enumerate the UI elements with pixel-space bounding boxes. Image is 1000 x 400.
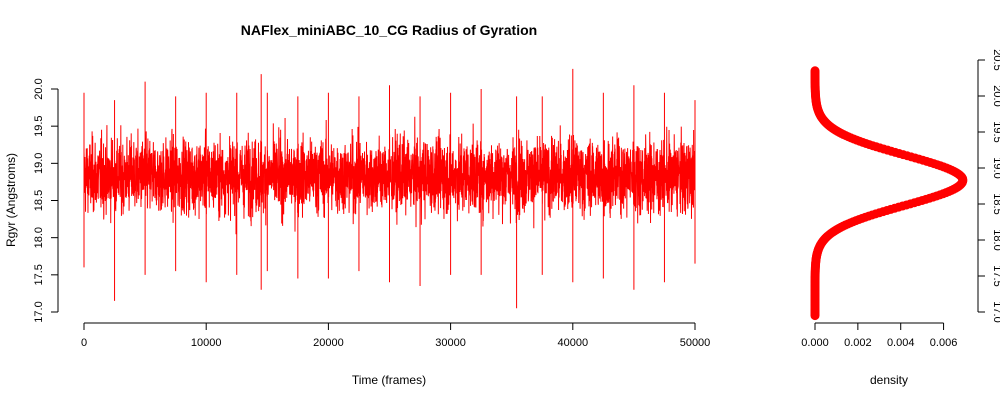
rgyr-y-tick-label: 19.5 <box>33 115 45 136</box>
density-x-tick-label: 0.000 <box>801 337 829 349</box>
rgyr-y-axis-label: Rgyr (Angstroms) <box>4 153 18 247</box>
time-x-axis-label: Time (frames) <box>352 373 426 387</box>
density-y-tick-label: 19.5 <box>991 121 1000 142</box>
time-x-tick-label: 20000 <box>313 337 344 349</box>
density-point <box>810 66 820 76</box>
rgyr-y-tick-label: 18.0 <box>33 227 45 248</box>
rgyr-time-series-plot: 0 10000 20000 30000 40000 50000 17.017.518.01… <box>4 68 710 387</box>
rgyr-y-tick-label: 17.5 <box>33 264 45 285</box>
time-x-tick-label: 50000 <box>680 337 711 349</box>
rgyr-y-tick-label: 17.0 <box>33 301 45 322</box>
density-y-tick-label: 17.0 <box>991 301 1000 322</box>
density-plot: 0.000 0.002 0.004 0.006 17.0 17.5 18.0 18.5 19.… <box>801 49 1000 387</box>
density-y-tick-label: 20.0 <box>991 85 1000 106</box>
chart-title: NAFlex_miniABC_10_CG Radius of Gyration <box>241 22 537 38</box>
density-x-tick-label: 0.002 <box>844 337 872 349</box>
rgyr-y-tick-label: 18.5 <box>33 190 45 211</box>
density-y-tick-label: 18.0 <box>991 229 1000 250</box>
density-points <box>810 66 968 321</box>
time-x-tick-label: 40000 <box>558 337 589 349</box>
rgyr-y-tick-label: 20.0 <box>33 78 45 99</box>
density-y-tick-label: 19.0 <box>991 157 1000 178</box>
density-y-tick-label: 17.5 <box>991 265 1000 286</box>
time-x-ticks: 0 10000 20000 30000 40000 50000 <box>81 323 710 349</box>
rgyr-series-line <box>83 68 696 309</box>
time-x-tick-label: 30000 <box>435 337 466 349</box>
density-x-tick-label: 0.006 <box>930 337 958 349</box>
time-x-tick-label: 0 <box>81 337 87 349</box>
time-x-tick-label: 10000 <box>191 337 222 349</box>
rgyr-y-ticks: 17.0 17.5 18.0 18.5 19.0 19.5 20.0 <box>33 78 58 323</box>
density-y-tick-label: 18.5 <box>991 193 1000 214</box>
density-x-axis-label: density <box>870 373 908 387</box>
density-y-tick-label: 20.5 <box>991 49 1000 70</box>
density-y-ticks: 17.0 17.5 18.0 18.5 19.0 19.5 20.0 20.5 <box>978 49 1000 323</box>
density-x-tick-label: 0.004 <box>887 337 915 349</box>
rgyr-trace <box>83 68 696 309</box>
rgyr-y-tick-label: 19.0 <box>33 153 45 174</box>
density-x-ticks: 0.000 0.002 0.004 0.006 <box>801 323 957 349</box>
